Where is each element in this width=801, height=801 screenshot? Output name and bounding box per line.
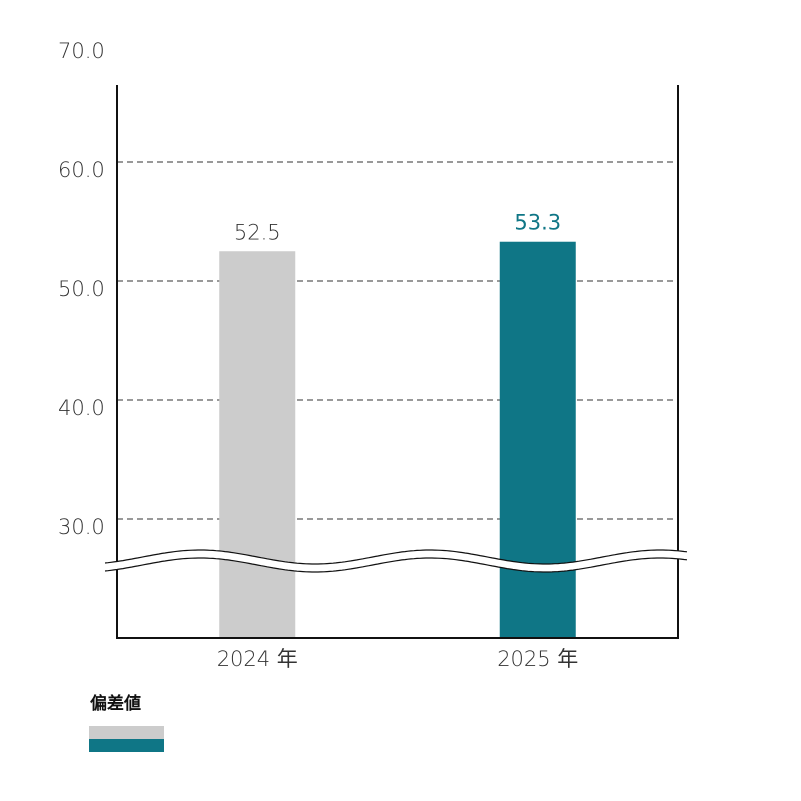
axis-break-line xyxy=(104,557,688,573)
y-tick-label: 50.0 xyxy=(58,277,105,301)
bar xyxy=(219,251,296,638)
value-label: 52.5 xyxy=(234,220,281,244)
bar xyxy=(499,241,576,639)
y-tick-label: 60.0 xyxy=(58,158,105,182)
y-tick-label: 30.0 xyxy=(58,515,105,539)
x-tick-label: 2024 年 xyxy=(217,647,298,671)
legend-swatch xyxy=(89,726,164,739)
x-tick-label: 2025 年 xyxy=(497,647,578,671)
legend-label: 偏差値 xyxy=(90,693,141,714)
y-tick-label: 40.0 xyxy=(58,396,105,420)
y-tick-label: 70.0 xyxy=(58,39,105,63)
axis-frame xyxy=(116,85,679,639)
axis-break xyxy=(105,550,687,572)
legend-swatch xyxy=(89,739,164,752)
axis-break-line xyxy=(104,549,688,565)
value-label: 53.3 xyxy=(514,211,561,235)
